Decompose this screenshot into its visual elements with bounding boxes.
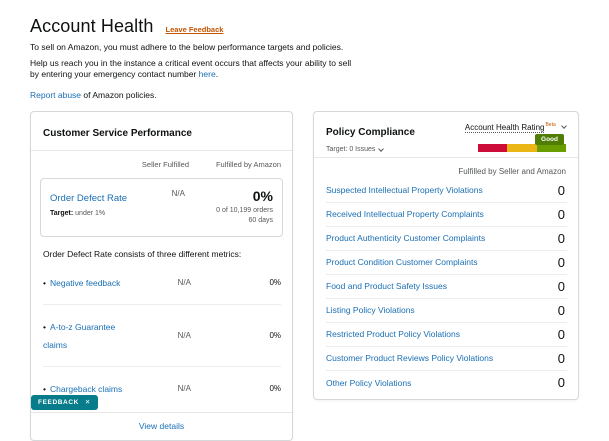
metric-seller-value: N/A xyxy=(177,383,191,393)
metric-link[interactable]: Chargeback claims xyxy=(49,384,123,394)
column-seller-fulfilled: Seller Fulfilled xyxy=(141,160,189,169)
pc-card-title: Policy Compliance xyxy=(326,127,415,138)
pc-target-label: Target: 0 Issues xyxy=(326,146,376,153)
intro-text-2-end: . xyxy=(215,69,219,79)
emergency-contact-here-link[interactable]: here xyxy=(198,69,216,79)
policy-count: 0 xyxy=(557,326,565,342)
leave-feedback-link[interactable]: Leave Feedback xyxy=(165,25,224,34)
policy-row: Product Condition Customer Complaints 0 xyxy=(326,251,567,275)
bullet-icon: • xyxy=(43,322,46,332)
order-defect-rate-link[interactable]: Order Defect Rate xyxy=(50,193,128,204)
policy-link[interactable]: Listing Policy Violations xyxy=(326,305,415,315)
odr-fba-window: 60 days xyxy=(248,217,273,224)
policy-row: Received Intellectual Property Complaint… xyxy=(326,203,567,227)
policy-row: Product Authenticity Customer Complaints… xyxy=(326,227,567,251)
feedback-button[interactable]: FEEDBACK ✕ xyxy=(31,395,98,410)
policy-count: 0 xyxy=(557,350,565,366)
page-title: Account Health xyxy=(30,16,154,36)
metric-row: • Chargeback claims N/A 0% xyxy=(43,367,281,410)
feedback-button-label: FEEDBACK xyxy=(38,398,79,406)
policy-link[interactable]: Customer Product Reviews Policy Violatio… xyxy=(326,353,494,363)
metric-fba-value: 0% xyxy=(269,383,281,393)
csp-card-title: Customer Service Performance xyxy=(43,128,192,139)
bullet-icon: • xyxy=(43,278,46,288)
policy-count: 0 xyxy=(557,206,565,222)
odr-fba-cell: 0% 0 of 10,199 orders 60 days xyxy=(185,188,273,224)
beta-tag: Beta xyxy=(545,122,556,128)
metric-row: • A-to-z Guarantee claims N/A 0% xyxy=(43,305,281,367)
rating-segment-yellow xyxy=(507,144,537,153)
policy-link[interactable]: Food and Product Safety Issues xyxy=(326,281,447,291)
metric-seller-value: N/A xyxy=(177,277,191,287)
policy-link[interactable]: Other Policy Violations xyxy=(326,377,412,388)
policy-count: 0 xyxy=(557,254,565,270)
intro-paragraph-2: Help us reach you in the instance a crit… xyxy=(30,58,352,80)
intro-paragraph-1: To sell on Amazon, you must adhere to th… xyxy=(30,42,352,53)
cards-row: Customer Service Performance Seller Fulf… xyxy=(30,111,580,441)
csp-column-headers: Seller Fulfilled Fulfilled by Amazon xyxy=(31,151,292,171)
policy-count: 0 xyxy=(557,302,565,318)
pc-column-header: Fulfilled by Seller and Amazon xyxy=(458,167,566,176)
policy-row: Suspected Intellectual Property Violatio… xyxy=(326,179,567,203)
policy-link[interactable]: Restricted Product Policy Violations xyxy=(326,329,461,339)
rating-segment-red xyxy=(478,144,508,153)
policy-row: Restricted Product Policy Violations 0 xyxy=(326,323,567,347)
odr-target-value: under 1% xyxy=(73,210,106,217)
policy-count: 0 xyxy=(557,182,565,198)
pc-target-selector[interactable]: Target: 0 Issues xyxy=(326,145,415,153)
chevron-down-icon[interactable] xyxy=(561,122,567,129)
policy-link[interactable]: Suspected Intellectual Property Violatio… xyxy=(326,185,483,195)
policy-link[interactable]: Received Intellectual Property Complaint… xyxy=(326,209,484,219)
policy-count: 0 xyxy=(557,375,565,390)
metrics-list: • Negative feedback N/A 0% • A-to-z Guaran… xyxy=(31,261,292,410)
policy-count: 0 xyxy=(557,278,565,294)
policy-link[interactable]: Product Authenticity Customer Complaints xyxy=(326,233,486,243)
odr-target-label: Target: xyxy=(50,210,74,217)
odr-fba-percent: 0% xyxy=(252,188,273,204)
column-fulfilled-by-amazon: Fulfilled by Amazon xyxy=(215,160,281,169)
odr-target: Target: under 1% xyxy=(50,210,133,217)
odr-fba-orders: 0 of 10,199 orders xyxy=(216,207,273,214)
metrics-intro-text: Order Defect Rate consists of three diff… xyxy=(43,249,242,259)
csp-card-header: Customer Service Performance xyxy=(31,112,292,151)
pc-card-header: Policy Compliance Target: 0 Issues Accou… xyxy=(314,112,578,158)
metric-fba-value: 0% xyxy=(269,330,281,340)
metric-link[interactable]: A-to-z Guarantee claims xyxy=(43,322,116,350)
rating-bar xyxy=(478,144,566,153)
rating-segment-green xyxy=(536,144,566,153)
page-header: Account Health Leave Feedback xyxy=(30,16,580,37)
policy-row: Other Policy Violations 0 xyxy=(326,371,567,395)
policy-row: Customer Product Reviews Policy Violatio… xyxy=(326,347,567,371)
account-health-rating-link[interactable]: Account Health Rating xyxy=(464,122,545,133)
intro-text-1: To sell on Amazon, you must adhere to th… xyxy=(30,42,344,52)
metric-fba-value: 0% xyxy=(269,277,281,287)
metric-link[interactable]: Negative feedback xyxy=(49,278,121,288)
account-health-rating: Account Health RatingBeta Good xyxy=(464,122,567,153)
policy-items-list: Suspected Intellectual Property Violatio… xyxy=(314,179,578,395)
policy-compliance-card: Policy Compliance Target: 0 Issues Accou… xyxy=(313,111,579,400)
order-defect-rate-box: Order Defect Rate Target: under 1% N/A 0… xyxy=(40,178,283,237)
view-details-link[interactable]: View details xyxy=(31,412,292,440)
report-abuse-link[interactable]: Report abuse xyxy=(30,90,82,100)
chevron-down-icon xyxy=(378,145,385,152)
rating-meter: Good xyxy=(478,133,566,153)
policy-link[interactable]: Product Condition Customer Complaints xyxy=(326,257,478,267)
bullet-icon: • xyxy=(43,384,46,394)
rating-good-badge: Good xyxy=(535,133,564,146)
customer-service-performance-card: Customer Service Performance Seller Fulf… xyxy=(30,111,293,441)
report-abuse-line: Report abuse of Amazon policies. xyxy=(30,90,352,101)
odr-seller-fulfilled-value: N/A xyxy=(171,189,185,198)
policy-row: Listing Policy Violations 0 xyxy=(326,299,567,323)
policy-row: Food and Product Safety Issues 0 xyxy=(326,275,567,299)
metric-seller-value: N/A xyxy=(177,330,191,340)
policy-count: 0 xyxy=(557,230,565,246)
report-abuse-rest: of Amazon policies. xyxy=(81,90,157,100)
metric-row: • Negative feedback N/A 0% xyxy=(43,261,281,305)
intro-text-2: Help us reach you in the instance a crit… xyxy=(30,58,352,79)
close-icon[interactable]: ✕ xyxy=(84,399,91,406)
